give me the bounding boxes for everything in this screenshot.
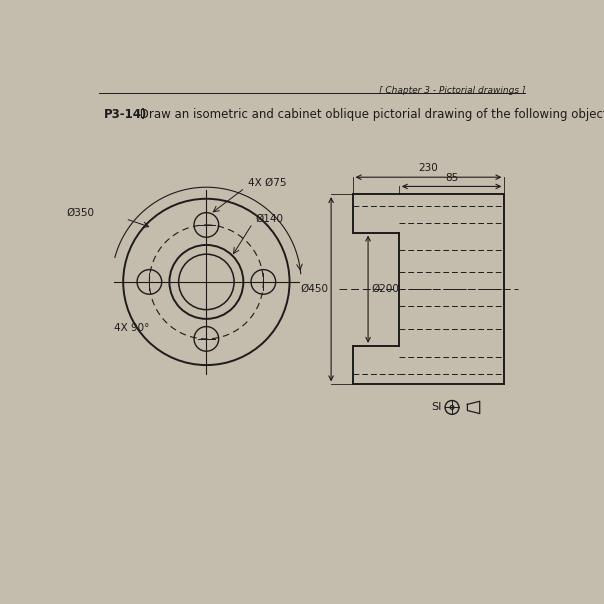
Text: 85: 85 xyxy=(445,173,458,184)
Text: Ø200: Ø200 xyxy=(371,284,399,294)
Text: Ø450: Ø450 xyxy=(300,284,328,294)
Text: [ Chapter 3 - Pictorial drawings ]: [ Chapter 3 - Pictorial drawings ] xyxy=(379,86,525,95)
Text: Draw an isometric and cabinet oblique pictorial drawing of the following object.: Draw an isometric and cabinet oblique pi… xyxy=(135,108,604,121)
Text: SI: SI xyxy=(431,402,441,413)
Text: Ø140: Ø140 xyxy=(255,214,284,223)
Text: 4X Ø75: 4X Ø75 xyxy=(248,178,286,188)
Text: P3-14): P3-14) xyxy=(104,108,147,121)
Text: 230: 230 xyxy=(419,163,439,173)
Text: 4X 90°: 4X 90° xyxy=(114,323,149,333)
Text: Ø350: Ø350 xyxy=(66,208,95,217)
